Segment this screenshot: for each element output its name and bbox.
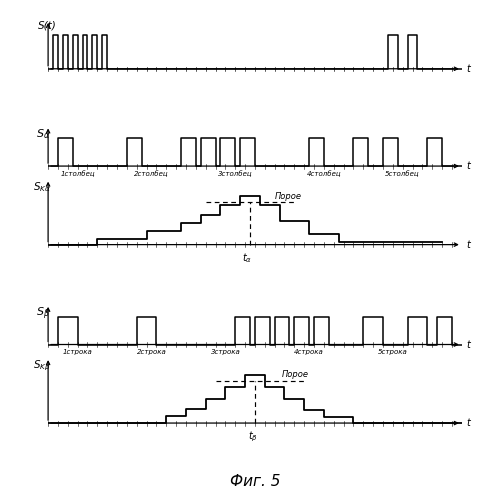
Text: t: t <box>465 64 469 74</box>
Text: $S_\beta$: $S_\beta$ <box>36 306 49 322</box>
Text: t: t <box>465 240 469 250</box>
Text: 1строка: 1строка <box>63 348 92 354</box>
Text: 2строка: 2строка <box>136 348 166 354</box>
Text: t: t <box>465 418 469 428</box>
Text: t: t <box>465 161 469 171</box>
Text: $S_{K\beta}$: $S_{K\beta}$ <box>33 358 51 373</box>
Text: 4строка: 4строка <box>294 348 324 354</box>
Text: Порое: Порое <box>281 370 308 379</box>
Text: $t_\alpha$: $t_\alpha$ <box>242 250 252 264</box>
Text: Порое: Порое <box>274 192 301 200</box>
Text: 3строка: 3строка <box>210 348 240 354</box>
Text: $S_{K\alpha}$: $S_{K\alpha}$ <box>33 180 51 194</box>
Text: $S_\alpha$: $S_\alpha$ <box>36 127 50 141</box>
Text: t: t <box>465 340 469 349</box>
Text: 5столбец: 5столбец <box>384 170 419 177</box>
Text: 2столбец: 2столбец <box>134 170 168 177</box>
Text: 1столбец: 1столбец <box>60 170 95 177</box>
Text: 3столбец: 3столбец <box>217 170 252 177</box>
Text: S(t): S(t) <box>38 20 57 30</box>
Text: Фиг. 5: Фиг. 5 <box>229 474 279 488</box>
Text: $t_\beta$: $t_\beta$ <box>247 429 257 444</box>
Text: 5строка: 5строка <box>377 348 407 354</box>
Text: 4столбец: 4столбец <box>306 170 340 177</box>
